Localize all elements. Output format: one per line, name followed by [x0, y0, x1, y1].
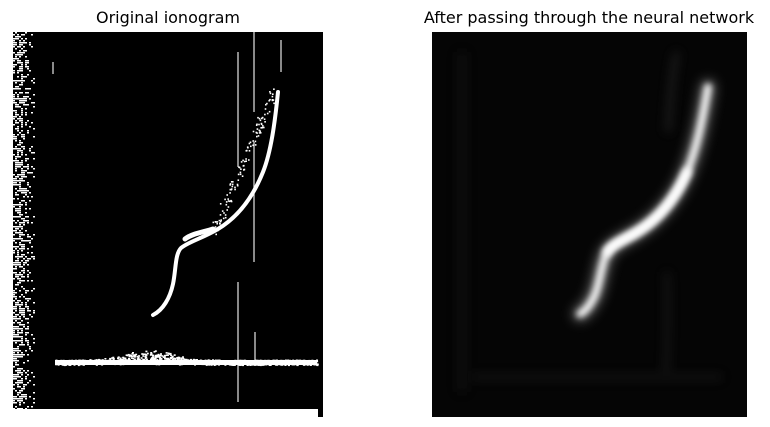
right-panel-title: After passing through the neural network — [409, 8, 769, 28]
network-output-image — [432, 32, 747, 417]
original-ionogram-image — [13, 32, 323, 417]
original-ionogram-svg — [13, 32, 323, 417]
left-panel-title: Original ionogram — [13, 8, 323, 28]
network-output-svg — [432, 32, 747, 417]
